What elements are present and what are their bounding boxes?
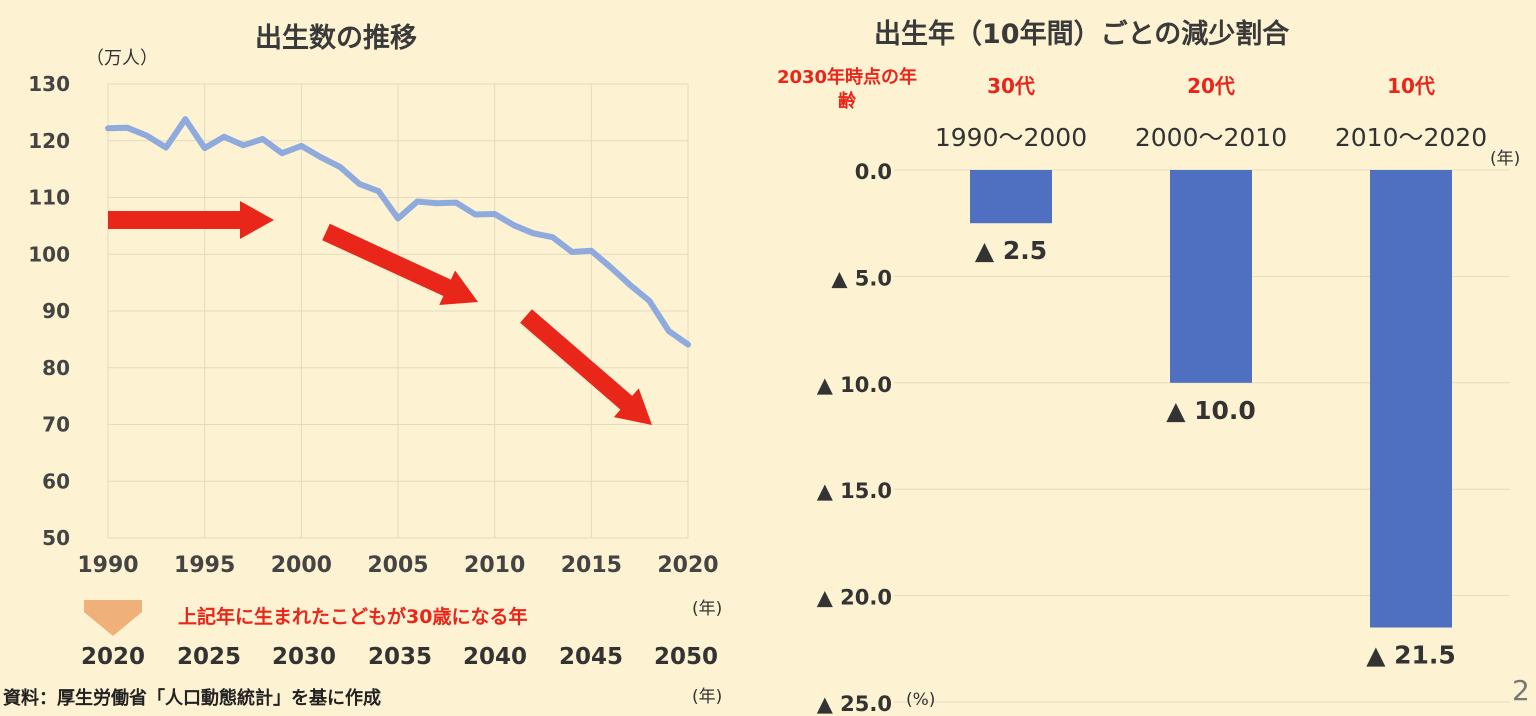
trend-arrow-icon-1 xyxy=(108,201,274,239)
bar-value-label: ▲ 21.5 xyxy=(1366,641,1456,670)
y-tick-label: 60 xyxy=(42,469,70,493)
y-tick-label: ▲ 20.0 xyxy=(817,586,892,610)
source-note: 資料：厚生労働省「人口動態統計」を基に作成 xyxy=(3,688,381,709)
year-unit: (年) xyxy=(1490,149,1521,169)
x-tick-label: 2010 xyxy=(464,553,525,578)
data-point-2018 xyxy=(647,299,651,303)
x-tick-label: 2020 xyxy=(657,553,718,578)
future-year-2040: 2040 xyxy=(463,644,528,670)
trend-arrow-icon-3 xyxy=(520,309,652,425)
y-tick-label: ▲ 25.0 xyxy=(817,692,892,716)
data-point-2009 xyxy=(473,213,477,217)
future-year-2030: 2030 xyxy=(272,644,337,670)
age-label: 10代 xyxy=(1387,74,1435,98)
data-point-2006 xyxy=(415,199,419,203)
x-tick-label: 2000 xyxy=(271,553,332,578)
y-tick-label: ▲ 5.0 xyxy=(831,266,892,290)
bar-3 xyxy=(1370,170,1452,628)
data-point-2017 xyxy=(628,283,632,287)
y-tick-label: 100 xyxy=(28,242,70,266)
data-point-1995 xyxy=(203,146,207,150)
y-tick-label: ▲ 10.0 xyxy=(817,373,892,397)
trend-arrow-icon-2 xyxy=(322,223,478,305)
data-point-1991 xyxy=(125,126,129,130)
y-tick-label: 130 xyxy=(28,72,70,96)
data-point-2000 xyxy=(299,144,303,148)
age-label: 20代 xyxy=(1187,74,1235,98)
data-point-1990 xyxy=(106,126,110,130)
bar-2 xyxy=(1170,170,1252,383)
future-note: 上記年に生まれたこどもが30歳になる年 xyxy=(178,606,528,628)
data-point-1996 xyxy=(222,135,226,139)
future-year-2050: 2050 xyxy=(654,644,719,670)
y-tick-label: 50 xyxy=(42,526,70,550)
x-tick-label: 2015 xyxy=(561,553,622,578)
left-x-unit: (年) xyxy=(692,599,723,619)
data-point-2001 xyxy=(319,155,323,159)
y-tick-label: ▲ 15.0 xyxy=(817,479,892,503)
data-point-1998 xyxy=(261,137,265,141)
data-point-2015 xyxy=(589,249,593,253)
bar-1 xyxy=(970,170,1052,224)
y-tick-label: 90 xyxy=(42,299,70,323)
x-tick-label: 1995 xyxy=(174,553,235,578)
page-number: 2 xyxy=(1512,674,1530,707)
future-year-2025: 2025 xyxy=(177,644,242,670)
data-point-2005 xyxy=(396,216,400,220)
data-point-2004 xyxy=(377,189,381,193)
data-point-2003 xyxy=(357,182,361,186)
y-tick-label: 0.0 xyxy=(855,160,892,184)
y-tick-label: 110 xyxy=(28,186,70,210)
future-years-row: 2020 2025 2030 2035 2040 2045 2050 xyxy=(0,644,760,678)
age-header: 2030年時点の年齢 xyxy=(776,67,918,112)
x-tick-label: 2005 xyxy=(367,553,428,578)
data-point-2008 xyxy=(454,201,458,205)
data-point-1999 xyxy=(280,151,284,155)
data-point-1992 xyxy=(145,134,149,138)
age-label: 30代 xyxy=(987,74,1035,98)
left-y-unit: （万人） xyxy=(86,48,158,69)
x-tick-label: 1990 xyxy=(77,553,138,578)
bar-value-label: ▲ 10.0 xyxy=(1166,396,1256,425)
line-chart: 50 60 70 80 90 100 110 120 130 1990 1995 2000 2005 20… xyxy=(28,72,718,578)
right-chart-title: 出生年（10年間）ごとの減少割合 xyxy=(874,19,1290,50)
future-unit: (年) xyxy=(692,687,723,707)
data-point-2002 xyxy=(338,165,342,169)
y-tick-label: 80 xyxy=(42,356,70,380)
data-point-2011 xyxy=(512,223,516,227)
data-point-1997 xyxy=(241,143,245,147)
data-point-1993 xyxy=(164,146,168,150)
data-point-2007 xyxy=(435,201,439,205)
data-point-2012 xyxy=(531,231,535,235)
data-point-2020 xyxy=(686,342,690,346)
category-label: 2010～2020 xyxy=(1335,123,1487,152)
future-year-2020: 2020 xyxy=(81,644,146,670)
data-point-2019 xyxy=(667,329,671,333)
bar-chart: 0.0 ▲ 5.0 ▲ 10.0 ▲ 15.0 ▲ 20.0 ▲ 25.0 30代 1990～… xyxy=(817,74,1510,716)
data-point-2013 xyxy=(551,235,555,239)
y-tick-label: 70 xyxy=(42,413,70,437)
category-label: 1990～2000 xyxy=(935,123,1087,152)
bar-value-label: ▲ 2.5 xyxy=(975,236,1047,265)
future-year-2035: 2035 xyxy=(368,644,433,670)
down-arrow-icon xyxy=(84,600,142,636)
y-tick-label: 120 xyxy=(28,129,70,153)
data-point-1994 xyxy=(183,117,187,121)
category-label: 2000～2010 xyxy=(1135,123,1287,152)
data-point-2016 xyxy=(609,265,613,269)
data-point-2014 xyxy=(570,250,574,254)
left-chart-title: 出生数の推移 xyxy=(255,23,417,54)
future-year-2045: 2045 xyxy=(559,644,624,670)
data-point-2010 xyxy=(493,212,497,216)
percent-unit: (%) xyxy=(906,690,936,710)
